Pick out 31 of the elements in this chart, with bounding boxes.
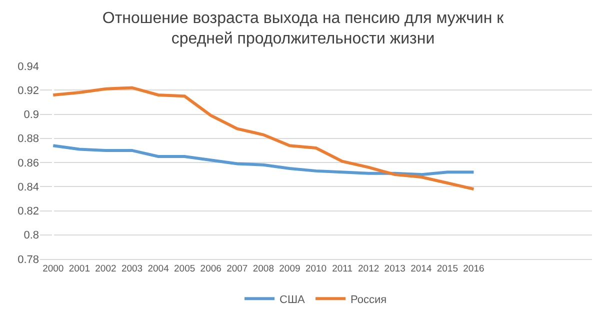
y-tick-label: 0.84 [18,181,39,194]
x-tick-label: 2016 [463,263,484,274]
x-tick-label: 2014 [410,263,432,274]
x-tick-label: 2008 [252,263,274,274]
x-tick-label: 2011 [332,263,353,274]
x-tick-label: 2003 [121,263,143,274]
line-series [52,144,476,176]
x-tick-label: 2002 [95,263,116,274]
x-tick-label: 2005 [174,263,196,274]
y-tick-label: 0.86 [18,157,39,170]
line-series [52,86,476,191]
y-tick-label: 0.78 [18,254,39,266]
x-tick-label: 2001 [68,263,90,274]
legend-label: США [280,294,306,306]
x-tick-label: 2012 [358,263,380,274]
x-tick-label: 2015 [436,263,458,274]
y-tick-label: 0.8 [24,230,39,242]
y-tick-label: 0.82 [18,206,39,218]
x-tick-label: 2007 [226,263,248,274]
x-tick-label: 2009 [279,263,300,274]
y-tick-label: 0.9 [24,109,39,122]
x-tick-label: 2004 [148,263,169,274]
y-tick-label: 0.94 [18,60,39,73]
x-tick-label: 2006 [200,263,222,274]
y-tick-label: 0.92 [18,84,39,97]
legend-label: Россия [350,294,387,306]
x-tick-label: 2000 [42,263,64,274]
x-tick-label: 2010 [305,263,327,274]
y-tick-label: 0.88 [18,133,39,146]
chart-title: Отношение возраста выхода на пенсию для мужчин к средней продолжительности жизни [102,10,505,48]
x-tick-label: 2013 [384,263,406,274]
